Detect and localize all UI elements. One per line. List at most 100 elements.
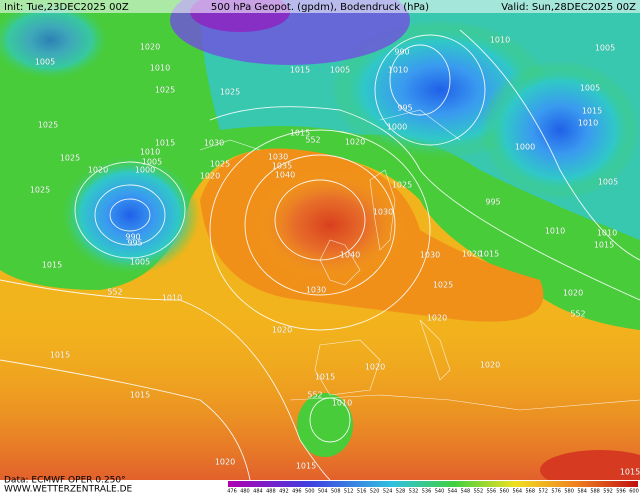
- colorbar-tick-label: 576: [551, 489, 561, 495]
- isobar-label: 1015: [290, 129, 310, 138]
- isobar-label: 1020: [88, 166, 108, 175]
- isobar-label: 1015: [296, 462, 316, 471]
- website: WWW.WETTERZENTRALE.DE: [4, 485, 133, 495]
- colorbar-tick-label: 600: [629, 489, 639, 495]
- isobar-label: 1040: [275, 171, 295, 180]
- isobar-label: 552: [107, 288, 122, 297]
- isobar-label: 1010: [332, 399, 352, 408]
- colorbar-ticks: 476 480 484 488 492 496 500 504 508 512 516 520 524 5…: [227, 489, 639, 495]
- isobar-label: 995: [397, 104, 412, 113]
- isobar-label: 1020: [563, 289, 583, 298]
- isobar-label: 1010: [597, 229, 617, 238]
- isobar-label: 552: [307, 391, 322, 400]
- isobar-label: 1020: [140, 43, 160, 52]
- colorbar-tick-label: 588: [590, 489, 600, 495]
- colorbar-tick-label: 572: [538, 489, 548, 495]
- isobar-label: 1005: [580, 84, 600, 93]
- colorbar-tick-label: 504: [318, 489, 328, 495]
- isobar-label: 1010: [150, 64, 170, 73]
- isobar-label: 1020: [200, 172, 220, 181]
- colorbar-tick-label: 540: [435, 489, 445, 495]
- colorbar-tick-label: 528: [396, 489, 406, 495]
- isobar-label: 1025: [433, 281, 453, 290]
- colorbar-tick-label: 592: [603, 489, 613, 495]
- colorbar-tick-label: 548: [461, 489, 471, 495]
- isobar-label: 1025: [210, 160, 230, 169]
- isobar-label: 1000: [387, 123, 407, 132]
- isobar-label: 1015: [42, 261, 62, 270]
- isobar-label: 990: [125, 233, 140, 242]
- isobar-label: 1025: [60, 154, 80, 163]
- isobar-label: 1000: [135, 166, 155, 175]
- colorbar-tick-label: 516: [357, 489, 367, 495]
- isobar-label: 1020: [462, 250, 482, 259]
- isobar-label: 1030: [420, 251, 440, 260]
- isobar-label: 552: [305, 136, 320, 145]
- isobar-label: 1005: [130, 258, 150, 267]
- colorbar-tick-label: 524: [383, 489, 393, 495]
- data-source: Data: ECMWF OPER 0.250°: [4, 476, 126, 486]
- isobar-label: 995: [127, 239, 142, 248]
- isobar-label: 1005: [35, 58, 55, 67]
- isobar-label: 1020: [215, 458, 235, 467]
- isobar-label: 1030: [306, 286, 326, 295]
- colorbar-tick-label: 508: [331, 489, 341, 495]
- colorbar-tick-label: 564: [513, 489, 523, 495]
- isobar-label: 552: [570, 310, 585, 319]
- isobar-label: 1010: [490, 36, 510, 45]
- colorbar-tick-label: 556: [487, 489, 497, 495]
- isobar-label: 1025: [38, 121, 58, 130]
- colorbar-tick-label: 488: [266, 489, 276, 495]
- isobar-label: 1010: [162, 294, 182, 303]
- isobar-label: 1025: [220, 88, 240, 97]
- isobar-label: 1025: [30, 186, 50, 195]
- isobar-label: 1010: [140, 148, 160, 157]
- isobar-label: 1030: [268, 153, 288, 162]
- colorbar-tick-label: 568: [525, 489, 535, 495]
- isobar-label: 995: [485, 198, 500, 207]
- colorbar-tick-label: 512: [344, 489, 354, 495]
- colorbar-tick-label: 596: [616, 489, 626, 495]
- colorbar-tick-label: 492: [279, 489, 289, 495]
- colorbar-tick-label: 580: [564, 489, 574, 495]
- isobar-label: 1025: [392, 181, 412, 190]
- isobar-label: 1005: [142, 158, 162, 167]
- colorbar-tick-label: 536: [422, 489, 432, 495]
- colorbar-tick-label: 544: [448, 489, 458, 495]
- isobar-label: 1010: [578, 119, 598, 128]
- colorbar-tick-label: 520: [370, 489, 380, 495]
- isobar-label: 1015: [479, 250, 499, 259]
- isobar-label: 990: [394, 48, 409, 57]
- colorbar-tick-label: 560: [500, 489, 510, 495]
- isobar-label: 1005: [598, 178, 618, 187]
- isobar-label: 1020: [365, 363, 385, 372]
- isobar-label: 1015: [315, 373, 335, 382]
- init-time: Init: Tue,23DEC2025 00Z: [4, 2, 129, 13]
- isobar-label: 1030: [373, 208, 393, 217]
- isobar-label: 1015: [594, 241, 614, 250]
- colorbar-tick-label: 476: [227, 489, 237, 495]
- isobar-label: 1005: [595, 44, 615, 53]
- isobar-label: 1025: [155, 86, 175, 95]
- isobar-label: 1020: [345, 138, 365, 147]
- isobar-label: 1005: [330, 66, 350, 75]
- isobar-label: 1010: [388, 66, 408, 75]
- colorbar-tick-label: 532: [409, 489, 419, 495]
- colorbar-tick-label: 552: [474, 489, 484, 495]
- map-labels: 1020100510101025102510251025102010151010…: [30, 35, 640, 477]
- isobar-label: 1000: [515, 143, 535, 152]
- isobar-label: 1040: [340, 251, 360, 260]
- colorbar-tick-label: 584: [577, 489, 587, 495]
- colorbar-tick-label: 480: [240, 489, 250, 495]
- isobar-label: 1020: [427, 314, 447, 323]
- header-band: [0, 0, 640, 13]
- colorbar-tick-label: 496: [292, 489, 302, 495]
- isobar-label: 1010: [545, 227, 565, 236]
- isobar-label: 1015: [290, 66, 310, 75]
- isobar-label: 1015: [50, 351, 70, 360]
- isobar-label: 1020: [272, 326, 292, 335]
- isobar-label: 1030: [204, 139, 224, 148]
- isobar-label: 1015: [582, 107, 602, 116]
